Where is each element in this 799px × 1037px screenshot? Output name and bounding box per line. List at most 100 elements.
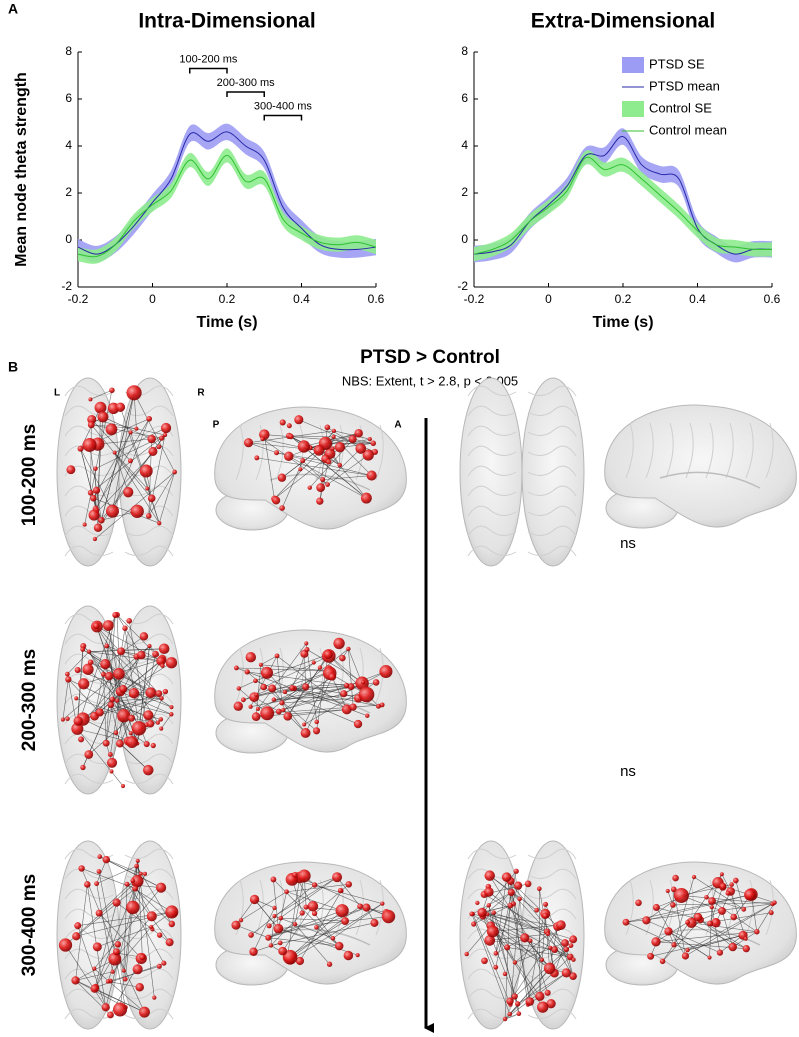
- node: [484, 935, 496, 946]
- connection: [348, 648, 354, 708]
- node: [102, 620, 114, 631]
- y-tick-label: 8: [65, 44, 72, 58]
- gyrus: [64, 633, 114, 645]
- x-axis-label: Time (s): [592, 314, 653, 331]
- orientation-label: R: [197, 388, 205, 399]
- node: [117, 647, 126, 656]
- node: [156, 963, 162, 969]
- node: [622, 918, 630, 926]
- orientation-label: A: [394, 420, 401, 431]
- node: [330, 446, 335, 451]
- gyrus: [124, 753, 174, 765]
- gyrus: [124, 968, 174, 980]
- connection: [87, 669, 147, 726]
- node: [343, 950, 354, 961]
- node: [772, 900, 777, 905]
- node: [743, 936, 748, 941]
- annotation: 200-300 ms: [217, 77, 276, 89]
- node: [272, 905, 277, 911]
- connection: [77, 925, 107, 1008]
- node: [128, 430, 133, 435]
- gyrus: [527, 485, 577, 497]
- node: [253, 678, 258, 684]
- node: [354, 428, 363, 438]
- connection: [511, 892, 574, 960]
- connection: [278, 916, 389, 930]
- node: [273, 923, 284, 934]
- connection: [116, 614, 142, 656]
- x-tick-label: 0.4: [689, 292, 706, 306]
- node: [334, 442, 346, 453]
- connection: [91, 424, 152, 499]
- node: [97, 411, 109, 423]
- node: [159, 696, 164, 701]
- node: [754, 928, 760, 935]
- node: [272, 496, 281, 505]
- connection: [278, 928, 340, 947]
- node: [113, 668, 125, 680]
- node: [104, 671, 114, 681]
- node: [493, 950, 499, 956]
- gyrus: [527, 505, 577, 517]
- node: [93, 466, 98, 471]
- node: [155, 720, 160, 725]
- node: [249, 947, 258, 956]
- node: [165, 657, 178, 669]
- node: [139, 954, 146, 961]
- node: [109, 696, 116, 703]
- node: [169, 705, 174, 710]
- node: [341, 917, 349, 925]
- node: [311, 910, 318, 917]
- gyrus: [527, 888, 577, 900]
- node: [278, 915, 284, 921]
- node: [92, 536, 98, 542]
- node: [87, 414, 97, 425]
- gyrus: [527, 868, 577, 880]
- connection: [88, 693, 160, 755]
- node: [279, 700, 285, 706]
- node: [281, 707, 286, 713]
- gyrus: [527, 908, 577, 920]
- connection: [650, 904, 674, 957]
- connection: [94, 968, 145, 1013]
- node: [159, 726, 164, 731]
- node: [260, 666, 274, 679]
- gyrus: [467, 445, 517, 457]
- node: [148, 446, 158, 456]
- gyrus: [625, 422, 634, 479]
- node: [279, 419, 286, 426]
- y-tick-label: 2: [461, 185, 468, 199]
- orientation-label: P: [213, 420, 220, 431]
- node: [302, 683, 310, 691]
- connection: [274, 876, 338, 917]
- node: [294, 415, 304, 425]
- node: [520, 933, 530, 943]
- node: [536, 886, 542, 892]
- node: [326, 961, 333, 967]
- gyrus: [64, 773, 114, 785]
- node: [513, 868, 519, 874]
- node: [348, 435, 357, 444]
- orientation-label: L: [54, 388, 60, 399]
- node: [126, 385, 142, 401]
- ns-label: ns: [620, 535, 636, 552]
- se-band: [474, 150, 772, 262]
- node: [502, 1016, 508, 1022]
- node: [143, 740, 150, 748]
- x-tick-label: 0.2: [615, 292, 632, 306]
- gyrus: [64, 1008, 114, 1020]
- connection: [286, 877, 300, 958]
- connection: [336, 876, 361, 907]
- node: [150, 742, 156, 749]
- node: [268, 684, 277, 693]
- connection: [294, 875, 305, 925]
- node: [86, 649, 92, 654]
- connection: [238, 680, 256, 689]
- node: [142, 764, 154, 776]
- node: [367, 437, 372, 442]
- gyrus: [467, 968, 517, 980]
- node: [130, 504, 144, 519]
- connection: [283, 676, 333, 711]
- y-tick-label: 0: [65, 232, 72, 246]
- gyrus: [467, 405, 517, 417]
